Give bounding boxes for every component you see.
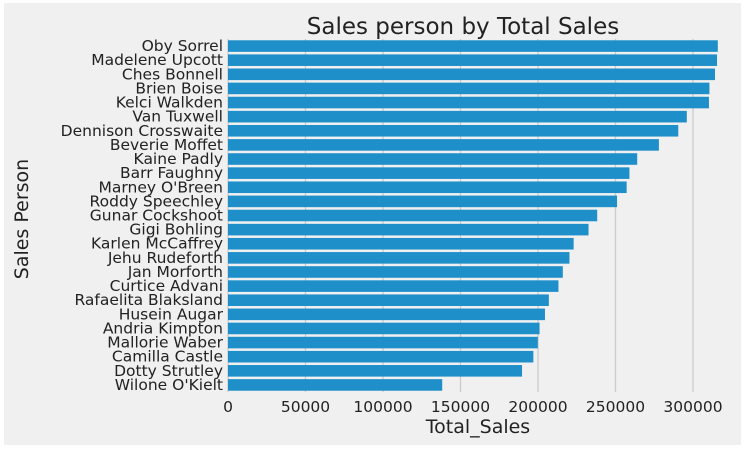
y-axis-label: Sales Person bbox=[11, 159, 33, 279]
chart-figure: Oby Sorrel Madelene Upcott Ches Bonnell Bri… bbox=[4, 3, 741, 445]
bar bbox=[228, 350, 534, 363]
category-label: Oby Sorrel bbox=[142, 37, 223, 55]
category-label: Dotty Strutley bbox=[114, 362, 223, 380]
category-label: Roddy Speechley bbox=[90, 192, 223, 210]
bar bbox=[228, 252, 570, 264]
category-label: Jehu Rudeforth bbox=[107, 249, 223, 267]
category-label: Jan Morforth bbox=[127, 263, 223, 281]
category-label: Van Tuxwell bbox=[132, 108, 223, 126]
bar bbox=[228, 322, 540, 335]
x-tick-label: 50000 bbox=[281, 398, 330, 416]
bar bbox=[228, 82, 710, 95]
category-label: Curtice Advani bbox=[110, 277, 223, 295]
bar bbox=[228, 266, 563, 278]
category-label: Karlen McCaffrey bbox=[91, 235, 223, 253]
bar bbox=[228, 308, 545, 321]
bar bbox=[228, 195, 618, 208]
bar bbox=[228, 153, 638, 165]
bar bbox=[228, 223, 589, 236]
bar bbox=[228, 167, 630, 179]
bar bbox=[228, 237, 574, 250]
bar bbox=[228, 54, 718, 66]
bar bbox=[228, 124, 679, 137]
category-label: Dennison Crosswaite bbox=[61, 122, 223, 140]
category-label: Beverie Moffet bbox=[110, 136, 223, 154]
x-tick-label: 0 bbox=[223, 398, 233, 416]
category-label: Gigi Bohling bbox=[129, 221, 223, 239]
category-label: Barr Faughny bbox=[120, 164, 223, 182]
x-tick-label: 250000 bbox=[586, 398, 645, 416]
bar bbox=[228, 336, 538, 349]
x-axis-label: Total_Sales bbox=[425, 416, 530, 438]
x-tick-label: 200000 bbox=[508, 398, 567, 416]
category-label: Kaine Padly bbox=[134, 150, 223, 168]
category-label: Brien Boise bbox=[135, 79, 223, 97]
category-label: Andria Kimpton bbox=[103, 319, 223, 337]
category-label: Kelci Walkden bbox=[116, 94, 223, 112]
category-label: Camilla Castle bbox=[112, 348, 223, 366]
bar bbox=[228, 110, 687, 123]
category-label: Madelene Upcott bbox=[91, 51, 223, 69]
category-label: Rafaelita Blaksland bbox=[75, 291, 224, 309]
category-label: Mallorie Waber bbox=[107, 334, 223, 352]
x-tick-label: 300000 bbox=[663, 398, 722, 416]
bar bbox=[228, 280, 559, 292]
x-tick-label: 100000 bbox=[353, 398, 412, 416]
category-label: Marney O'Breen bbox=[99, 178, 223, 196]
bar bbox=[228, 365, 523, 377]
x-tick-labels: 0 50000 100000 150000 200000 250000 300000 bbox=[223, 398, 723, 416]
bar bbox=[228, 40, 718, 52]
x-tick-label: 150000 bbox=[431, 398, 490, 416]
chart-title: Sales person by Total Sales bbox=[307, 14, 619, 40]
bar bbox=[228, 209, 598, 222]
bar bbox=[228, 68, 716, 81]
bar bbox=[228, 181, 627, 194]
category-label: Ches Bonnell bbox=[122, 65, 223, 83]
bar bbox=[228, 96, 709, 109]
category-label: Husein Augar bbox=[119, 305, 224, 323]
bar bbox=[228, 379, 443, 391]
category-label: Wilone O'Kielt bbox=[115, 376, 223, 394]
category-label: Gunar Cockshoot bbox=[90, 207, 223, 225]
bars bbox=[228, 40, 718, 391]
bar bbox=[228, 139, 659, 151]
bar bbox=[228, 294, 549, 307]
